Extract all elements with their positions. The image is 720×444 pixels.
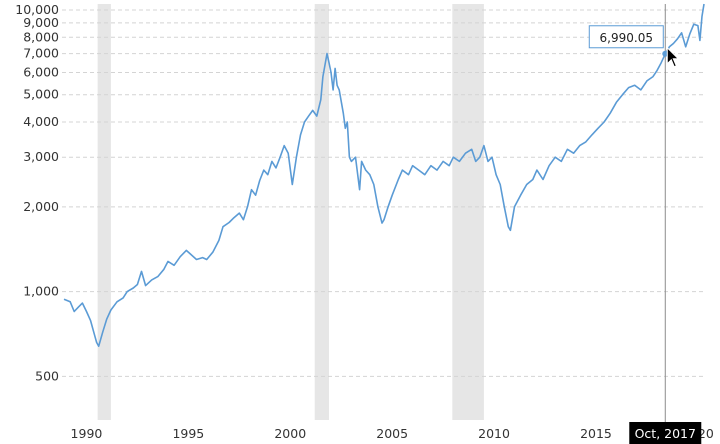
recession-band-2 [452,4,484,420]
recession-band-1 [314,4,329,420]
y-tick-label: 10,000 [15,2,59,17]
recession-bands [97,4,484,420]
y-tick-label: 500 [35,368,59,383]
y-tick-label: 7,000 [23,46,59,61]
cursor-arrow-icon [666,46,680,68]
series-line-0 [63,3,705,347]
x-tick-label: 2010 [478,426,510,441]
y-tick-label: 1,000 [23,284,59,299]
crosshair-date-box [629,422,702,444]
x-axis: 1990199520002005201020152020 [71,426,714,441]
grid [62,9,704,377]
series-layer [63,3,705,347]
y-tick-label: 9,000 [23,15,59,30]
y-tick-label: 4,000 [23,114,59,129]
x-tick-label: 2005 [376,426,408,441]
tooltip: 6,990.05 [588,25,680,68]
x-tick-label: 1990 [71,426,103,441]
crosshair-date-label: Oct, 2017 [635,426,696,441]
y-tick-label: 5,000 [23,87,59,102]
crosshair: Oct, 2017 [629,4,702,444]
y-tick-label: 3,000 [23,149,59,164]
x-tick-label: 2000 [274,426,306,441]
x-tick-label: 2015 [580,426,612,441]
tooltip-value: 6,990.05 [600,31,653,45]
y-tick-label: 6,000 [23,64,59,79]
recession-band-0 [97,4,111,420]
tooltip-box [588,25,664,49]
y-tick-label: 2,000 [23,199,59,214]
y-tick-label: 8,000 [23,29,59,44]
x-tick-label: 1995 [172,426,204,441]
y-axis: 500 1,000 2,000 3,000 4,000 5,000 6,000 7,000 8,… [15,2,59,383]
